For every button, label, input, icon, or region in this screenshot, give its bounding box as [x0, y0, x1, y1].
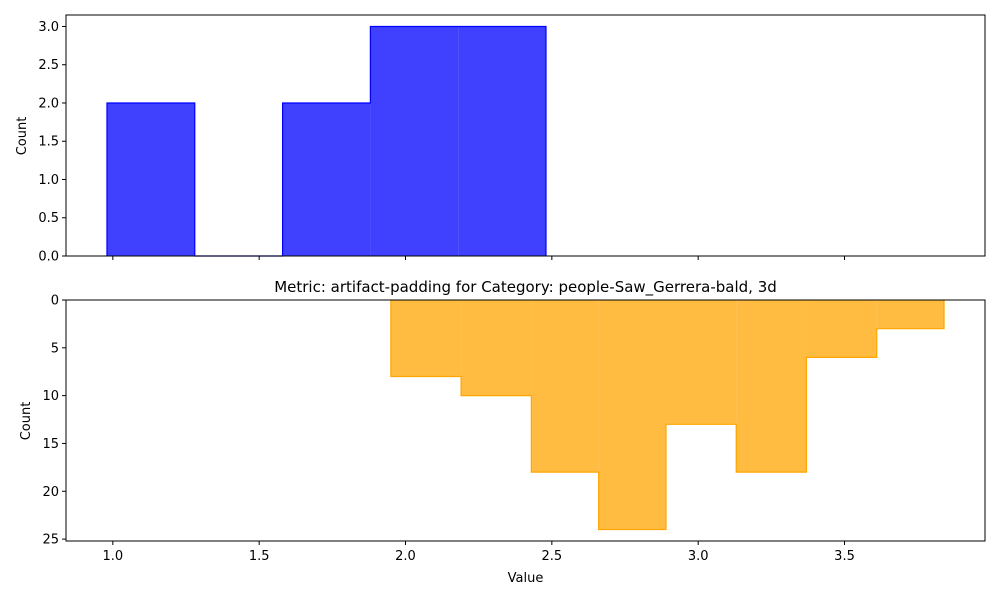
bottom-y-tick-label-2: 10 — [42, 389, 59, 404]
top-bar-2 — [282, 102, 371, 256]
bottom-y-tick-label-3: 15 — [42, 437, 59, 452]
top-y-tick-label-1: 0.5 — [38, 211, 59, 226]
bottom-panel: Metric: artifact-padding for Category: p… — [19, 278, 986, 586]
bottom-y-tick-label-1: 5 — [51, 341, 59, 356]
bottom-y-axis-label: Count — [19, 402, 34, 441]
bottom-x-tick-label-5: 3.5 — [834, 549, 855, 564]
bottom-bar-4 — [665, 300, 737, 425]
top-y-tick-label-3: 1.5 — [38, 135, 59, 150]
bottom-bar-2 — [531, 300, 599, 473]
bottom-bar-3 — [598, 300, 666, 530]
bottom-x-ticks: 1.0 1.5 2.0 2.5 3.0 3.5 — [102, 541, 855, 564]
top-y-tick-label-4: 2.0 — [38, 96, 59, 111]
top-y-ticks: 0.0 0.5 1.0 1.5 2.0 2.5 3.0 — [38, 20, 66, 265]
bottom-bar-7 — [876, 300, 945, 329]
top-y-axis-label: Count — [15, 117, 30, 156]
bottom-x-tick-label-1: 1.5 — [249, 549, 270, 564]
top-plot-frame — [65, 14, 986, 257]
bottom-chart-title: Metric: artifact-padding for Category: p… — [274, 278, 777, 297]
top-bar-3 — [370, 26, 459, 256]
top-bar-4 — [458, 26, 546, 256]
top-bar-outline — [106, 25, 547, 257]
bottom-x-tick-label-4: 3.0 — [688, 549, 709, 564]
bottom-plot-frame — [65, 299, 986, 542]
bottom-bar-1 — [461, 300, 532, 396]
bottom-x-tick-label-0: 1.0 — [102, 549, 123, 564]
top-panel: 0.0 0.5 1.0 1.5 2.0 2.5 3.0 Count — [15, 14, 986, 265]
top-y-tick-label-5: 2.5 — [38, 58, 59, 73]
bottom-x-tick-label-2: 2.0 — [395, 549, 416, 564]
bottom-bar-6 — [806, 300, 877, 358]
top-y-tick-label-0: 0.0 — [38, 250, 59, 265]
top-y-tick-label-6: 3.0 — [38, 20, 59, 35]
bottom-y-tick-label-5: 25 — [42, 533, 59, 548]
bottom-x-tick-label-3: 2.5 — [541, 549, 562, 564]
bottom-histogram-bars — [390, 300, 945, 531]
top-x-ticks — [112, 256, 846, 260]
bottom-y-ticks: 0 5 10 15 20 25 — [42, 294, 66, 548]
bottom-y-tick-label-4: 20 — [42, 485, 59, 500]
bottom-bar-5 — [736, 300, 807, 473]
bottom-bar-0 — [390, 300, 462, 377]
bottom-x-axis-label: Value — [508, 571, 544, 586]
top-bar-0 — [106, 102, 195, 256]
top-histogram-bars — [106, 25, 547, 257]
top-y-tick-label-2: 1.0 — [38, 173, 59, 188]
bottom-bar-outline — [390, 300, 945, 531]
bottom-y-tick-label-0: 0 — [51, 294, 59, 309]
